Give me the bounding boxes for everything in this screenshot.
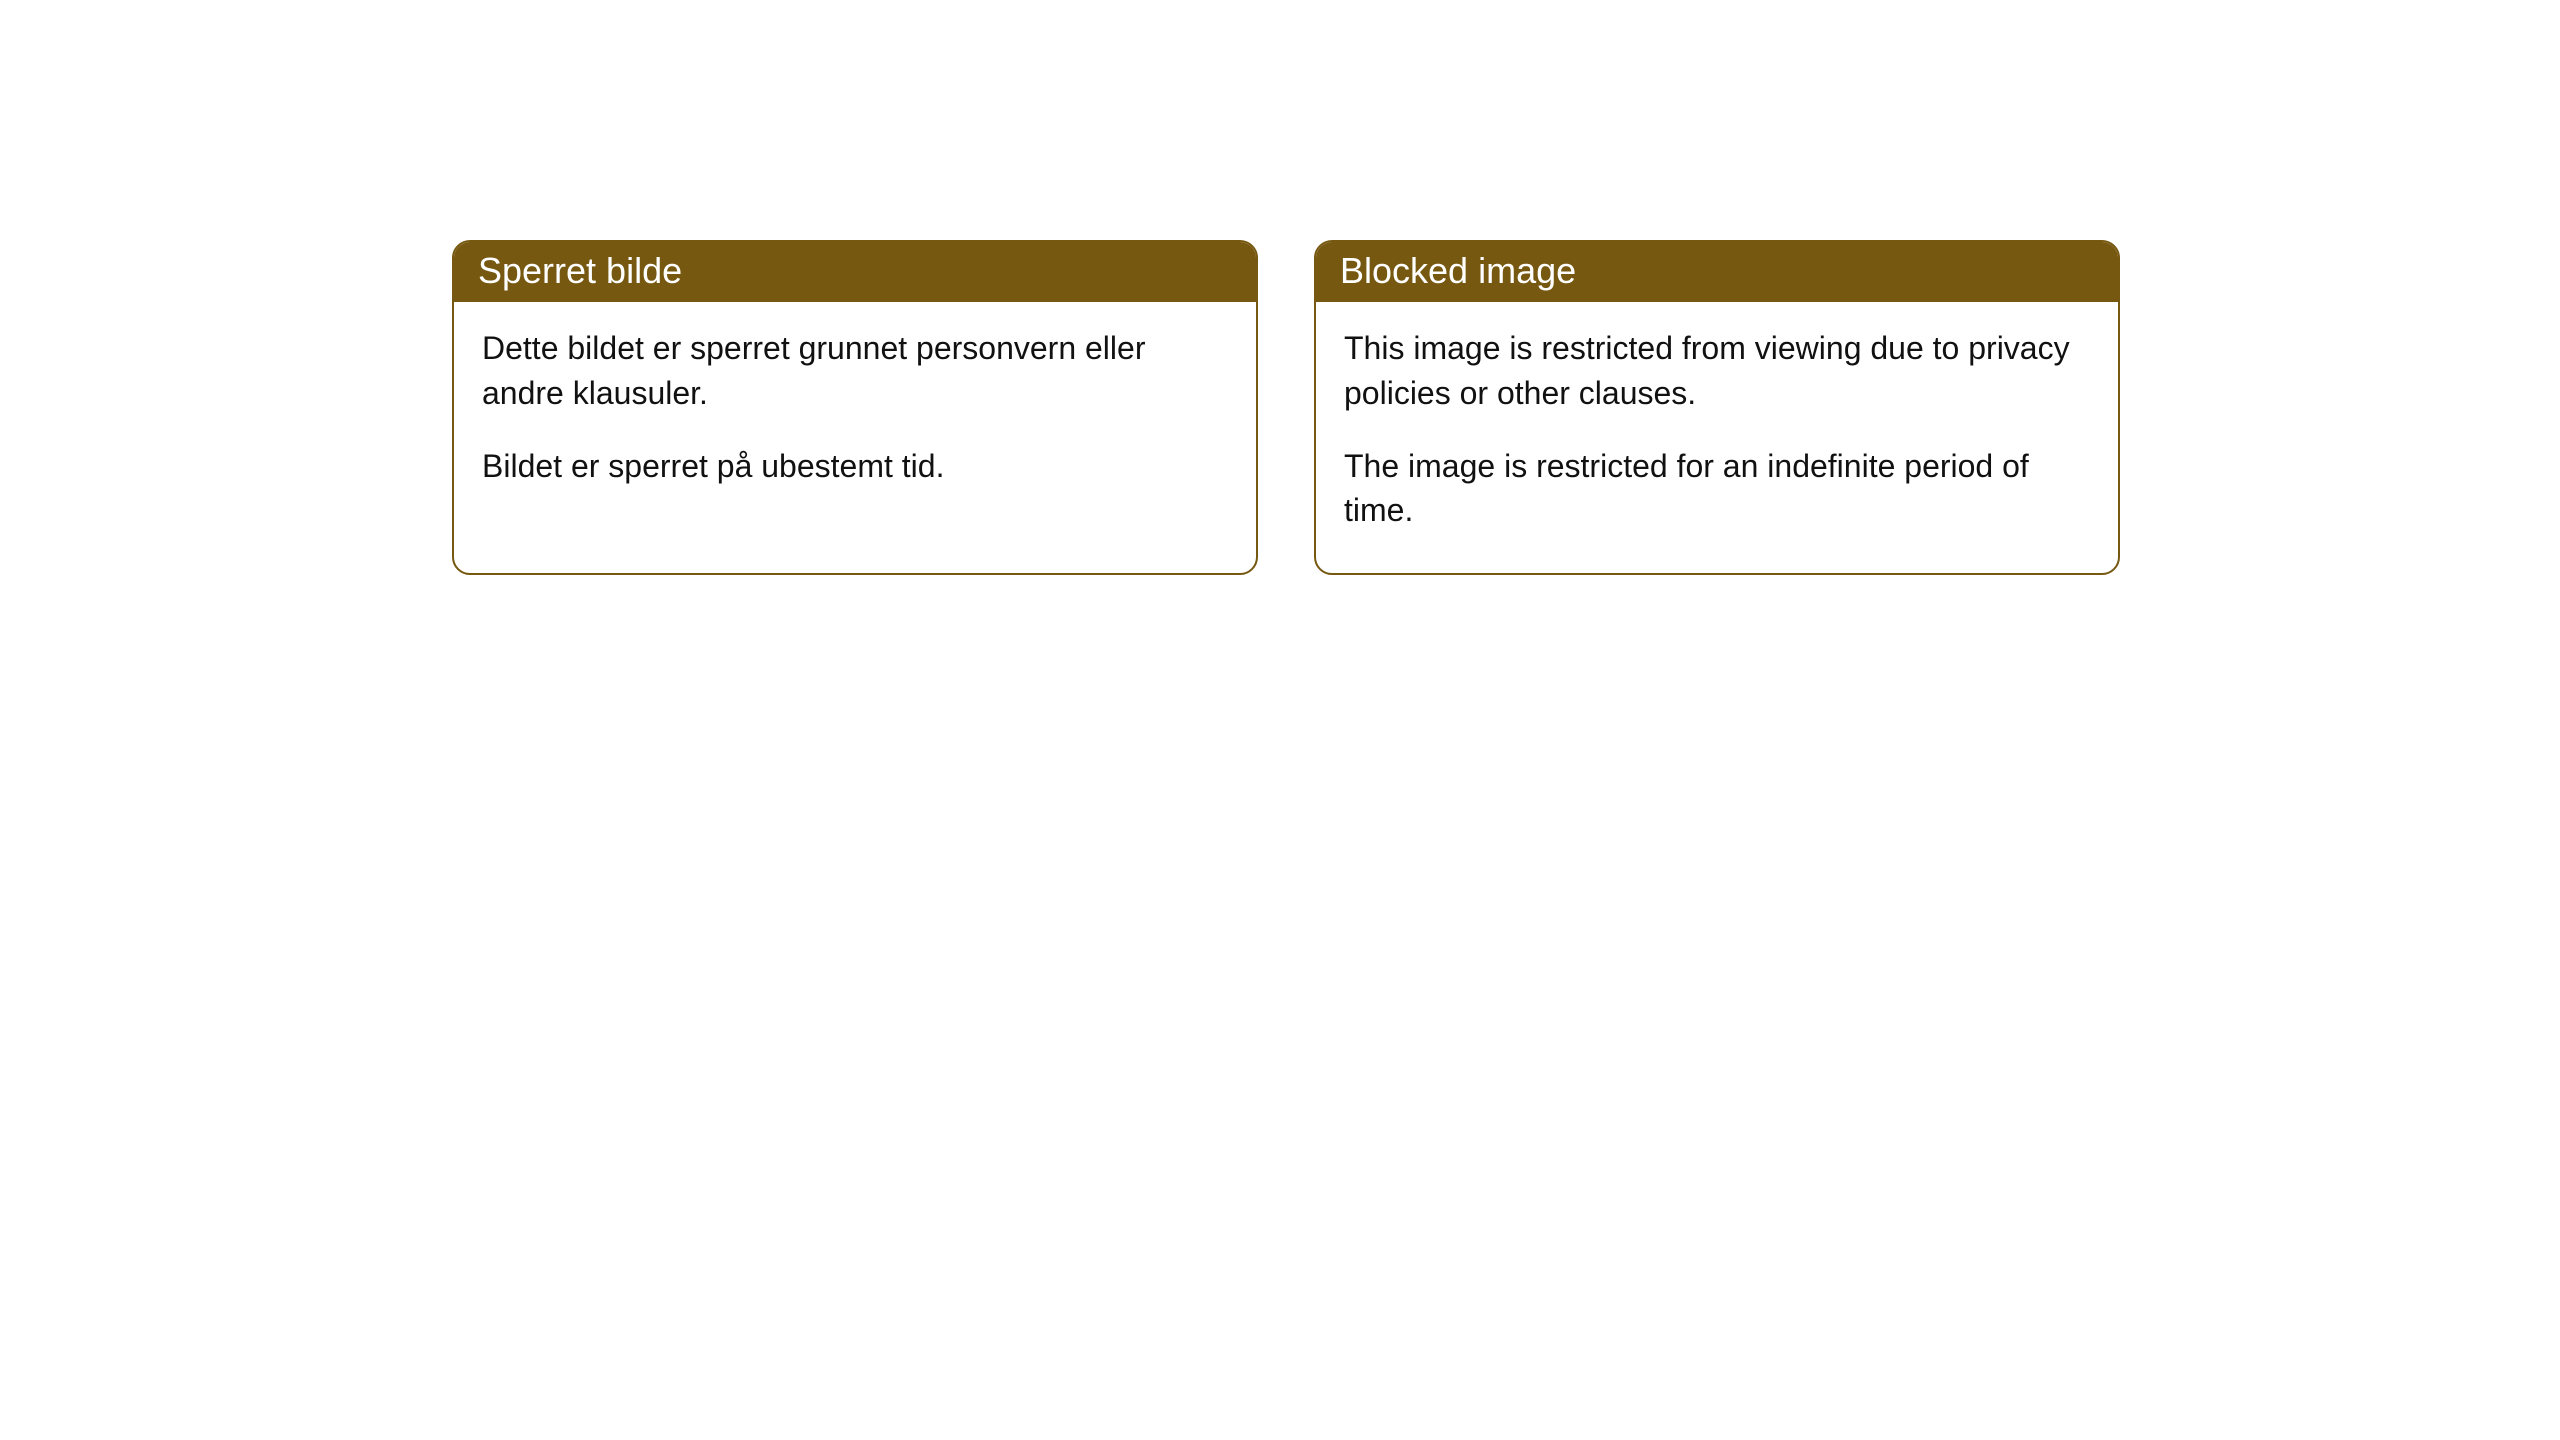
notice-cards-container: Sperret bilde Dette bildet er sperret gr…: [452, 240, 2560, 575]
card-text-en-2: The image is restricted for an indefinit…: [1344, 444, 2090, 534]
blocked-image-card-no: Sperret bilde Dette bildet er sperret gr…: [452, 240, 1258, 575]
card-body-en: This image is restricted from viewing du…: [1316, 302, 2118, 573]
card-header-no: Sperret bilde: [454, 242, 1256, 302]
card-text-no-2: Bildet er sperret på ubestemt tid.: [482, 444, 1228, 489]
blocked-image-card-en: Blocked image This image is restricted f…: [1314, 240, 2120, 575]
card-header-en: Blocked image: [1316, 242, 2118, 302]
card-body-no: Dette bildet er sperret grunnet personve…: [454, 302, 1256, 528]
card-text-no-1: Dette bildet er sperret grunnet personve…: [482, 326, 1228, 416]
card-text-en-1: This image is restricted from viewing du…: [1344, 326, 2090, 416]
